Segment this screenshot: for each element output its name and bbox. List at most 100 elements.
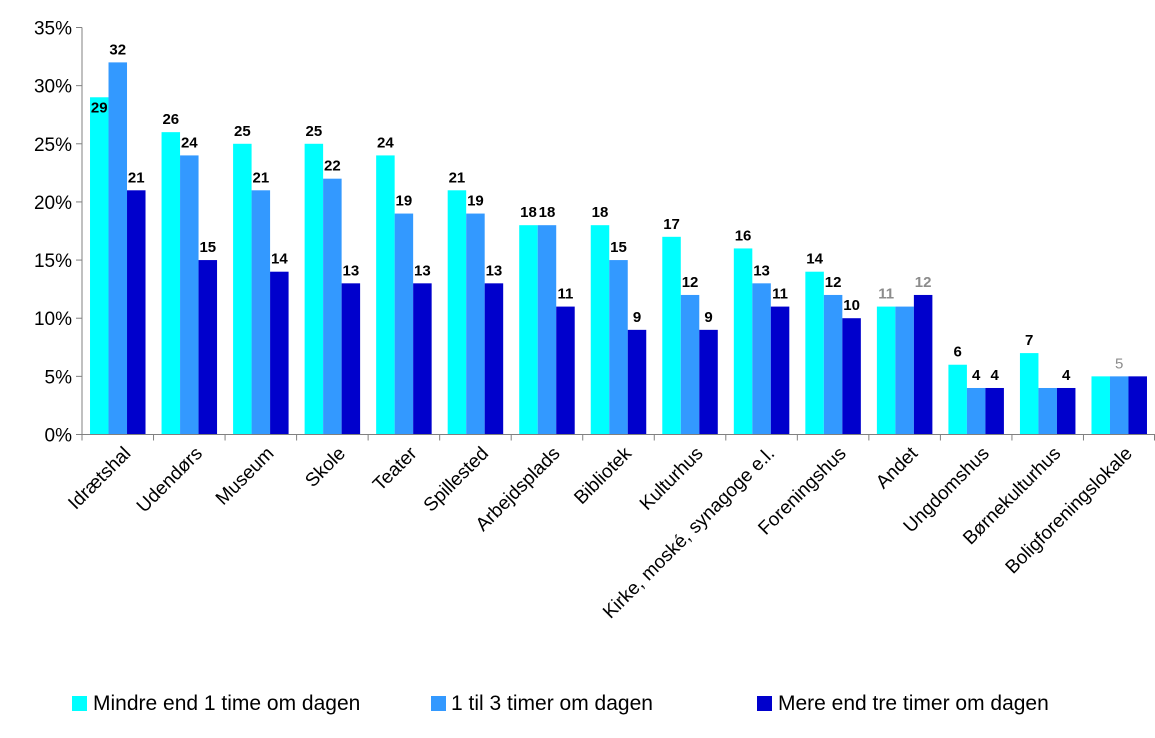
- bar: [1109, 376, 1129, 435]
- data-label: 12: [915, 274, 932, 291]
- data-label: 4: [972, 367, 981, 384]
- data-label: 13: [414, 262, 431, 279]
- bars: [90, 62, 1147, 435]
- bar: [609, 260, 628, 435]
- bar: [985, 387, 1004, 435]
- data-label: 18: [592, 204, 609, 221]
- y-axis: 0% 5% 10% 15% 20% 25% 30% 35%: [34, 19, 83, 447]
- y-tick-label: 10%: [34, 309, 72, 330]
- data-label: 21: [128, 169, 145, 186]
- bar: [161, 132, 181, 435]
- bar: [1056, 387, 1076, 435]
- bar: [556, 306, 575, 435]
- data-label: 29: [91, 99, 108, 116]
- y-tick-label: 15%: [34, 251, 72, 272]
- bar: [1091, 376, 1110, 435]
- legend-swatch: [431, 696, 446, 711]
- bar: [108, 62, 128, 435]
- data-label: 15: [199, 239, 216, 256]
- data-label: 18: [539, 204, 556, 221]
- bar: [895, 306, 914, 435]
- bar: [590, 225, 610, 435]
- data-label: 32: [109, 41, 126, 58]
- data-label: 11: [558, 286, 574, 303]
- bar: [966, 387, 986, 435]
- bar: [341, 283, 361, 435]
- bar: [627, 329, 647, 435]
- y-tick-label: 25%: [34, 135, 72, 156]
- legend-label: Mindre end 1 time om dagen: [93, 692, 360, 715]
- bar: [948, 364, 967, 435]
- x-tick-label: Teater: [369, 443, 422, 496]
- bar: [823, 294, 843, 435]
- legend-swatch: [757, 696, 772, 711]
- data-label: 6: [953, 344, 961, 361]
- data-label: 22: [324, 158, 341, 175]
- x-tick-label: Kulturhus: [636, 443, 708, 515]
- bar: [876, 306, 896, 435]
- data-label: 10: [843, 297, 860, 314]
- data-label: 25: [306, 123, 323, 140]
- legend-label: 1 til 3 timer om dagen: [451, 692, 653, 715]
- bar: [1128, 376, 1147, 435]
- data-label: 4: [990, 367, 999, 384]
- bar: [913, 294, 933, 435]
- x-tick-label: Andet: [872, 443, 922, 493]
- bar: [251, 190, 271, 435]
- data-label: 24: [181, 134, 198, 151]
- data-label: 26: [162, 111, 179, 128]
- data-label: 4: [1062, 367, 1071, 384]
- x-tick-label: Bibliotek: [570, 443, 636, 509]
- legend-swatch: [72, 696, 87, 711]
- data-label: 5: [1115, 355, 1123, 372]
- data-label: 13: [343, 262, 360, 279]
- x-tick-label: Spillested: [420, 443, 493, 516]
- data-label: 12: [825, 274, 842, 291]
- data-label: 9: [704, 309, 712, 326]
- bar: [376, 155, 395, 435]
- legend: Mindre end 1 time om dagen 1 til 3 timer …: [72, 692, 1049, 715]
- bar: [752, 283, 771, 435]
- x-tick-label: Udendørs: [133, 443, 207, 517]
- bar: [413, 283, 432, 435]
- bar: [680, 294, 700, 435]
- data-label: 12: [682, 274, 699, 291]
- bar: [699, 329, 718, 435]
- data-label: 17: [663, 216, 680, 233]
- bar: [198, 260, 218, 435]
- x-tick-label: Idrætshal: [64, 443, 135, 514]
- data-label: 13: [753, 262, 770, 279]
- data-label: 9: [633, 309, 641, 326]
- bar: [484, 283, 504, 435]
- bar: [662, 236, 681, 435]
- bar: [304, 143, 324, 435]
- data-label: 18: [520, 204, 537, 221]
- data-label: 25: [234, 123, 251, 140]
- y-tick-label: 20%: [34, 193, 72, 214]
- data-label: 24: [377, 134, 394, 151]
- bar: [733, 248, 753, 435]
- legend-label: Mere end tre timer om dagen: [778, 692, 1049, 715]
- data-label: 14: [806, 251, 823, 268]
- bar: [805, 271, 824, 435]
- bar: [323, 178, 342, 435]
- data-label: 7: [1025, 332, 1033, 349]
- bar: [180, 155, 199, 435]
- bar: [537, 225, 557, 435]
- bar: [394, 213, 414, 435]
- data-label: 19: [467, 193, 484, 210]
- data-label: 15: [610, 239, 627, 256]
- data-label: 13: [486, 262, 503, 279]
- bar: [1038, 387, 1057, 435]
- y-tick-label: 35%: [34, 19, 72, 40]
- bar: [127, 190, 146, 435]
- x-tick-label: Museum: [212, 443, 278, 509]
- x-tick-label: Boligforeningslokale: [1002, 443, 1137, 578]
- y-tick-label: 30%: [34, 77, 72, 98]
- data-label: 11: [878, 286, 894, 303]
- bar: [842, 318, 861, 435]
- bar: [519, 225, 538, 435]
